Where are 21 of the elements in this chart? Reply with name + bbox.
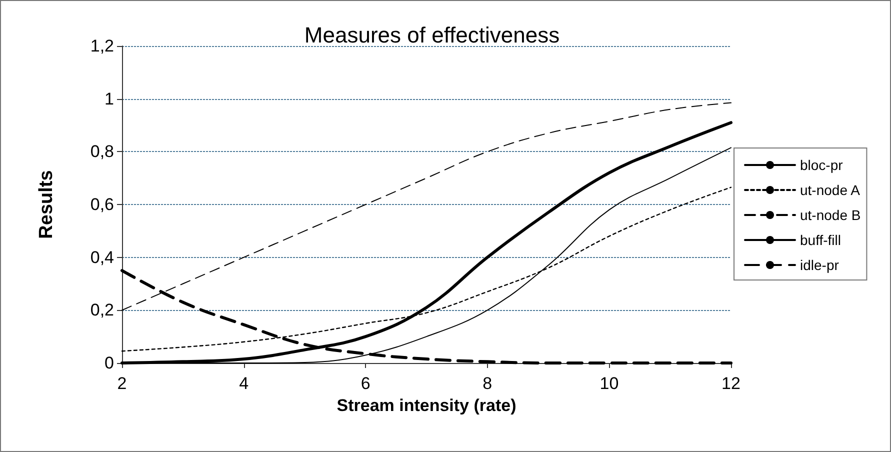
y-tick-label: 0,6 <box>90 195 114 214</box>
x-axis-title: Stream intensity (rate) <box>336 396 516 415</box>
legend-label: ut-node A <box>800 182 861 198</box>
y-tick-label: 0,2 <box>90 300 114 320</box>
chart-title: Measures of effectiveness <box>304 22 560 48</box>
legend-label: bloc-pr <box>800 157 844 173</box>
legend-label: buff-fill <box>800 232 841 248</box>
y-axis-title: Results <box>36 170 57 239</box>
x-tick-label: 10 <box>600 374 619 393</box>
y-tick-label: 0,8 <box>90 142 114 162</box>
legend-label: idle-pr <box>800 257 840 273</box>
y-tick-label: 0 <box>104 354 114 372</box>
x-tick-label: 8 <box>482 374 492 393</box>
x-tick-label: 2 <box>117 374 127 393</box>
y-tick-label: 1,2 <box>90 36 114 56</box>
x-tick-label: 4 <box>239 374 249 393</box>
x-tick-label: 12 <box>722 374 740 393</box>
x-tick-label: 6 <box>360 374 370 393</box>
y-tick-label: 0,4 <box>90 248 114 267</box>
legend-label: ut-node B <box>800 207 861 223</box>
y-tick-label: 1 <box>104 89 114 108</box>
